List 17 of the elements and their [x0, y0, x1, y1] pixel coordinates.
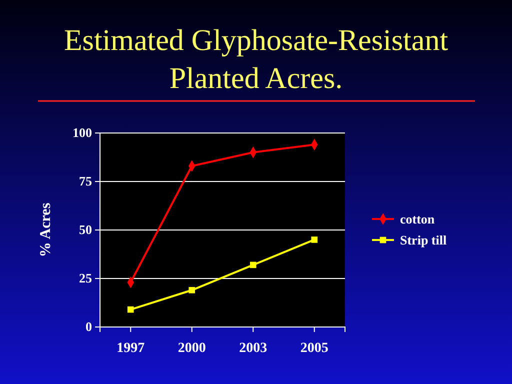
legend-label: cotton — [400, 212, 436, 227]
x-tick-label: 2005 — [300, 340, 328, 356]
y-tick-label: 0 — [86, 319, 92, 334]
x-tick-label: 2003 — [239, 340, 268, 356]
x-tick-label: 1997 — [116, 340, 145, 356]
point — [188, 286, 196, 294]
x-tick-label: 2000 — [178, 340, 206, 356]
point — [250, 262, 256, 268]
y-axis-title: % Acres — [38, 202, 54, 258]
point — [311, 236, 318, 243]
y-tick-label: 50 — [79, 222, 92, 238]
y-tick-label: 75 — [79, 174, 92, 189]
y-tick-label: 25 — [79, 270, 92, 286]
point — [127, 306, 134, 313]
chart-title: Estimated Glyphosate-Resistant Planted Acres. — [64, 24, 449, 95]
y-tick-label: 100 — [72, 125, 92, 140]
legend-label: Strip till — [400, 232, 447, 248]
